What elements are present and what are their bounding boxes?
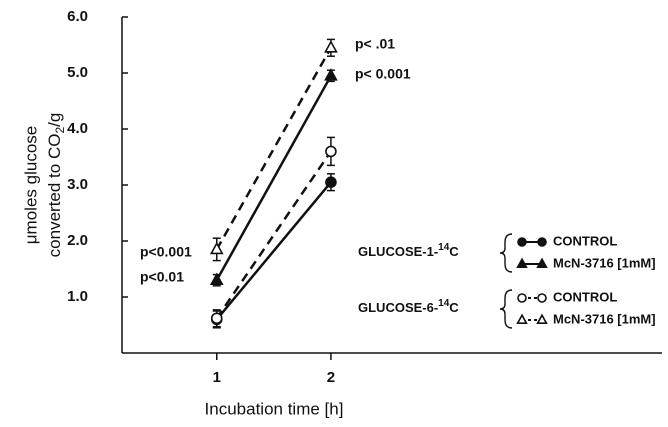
y-label-text: /g [45, 113, 64, 127]
legend-brace [499, 233, 513, 273]
data-point [324, 68, 338, 81]
data-point [209, 241, 224, 255]
y-tick-label: 3.0 [67, 176, 88, 193]
legend-group-label: GLUCOSE-1-14C [358, 242, 459, 260]
y-tick-label: 4.0 [67, 120, 88, 137]
legend-marker [517, 293, 527, 303]
y-axis-label-line: μmoles glucose [21, 126, 40, 244]
y-tick-label: 2.0 [67, 232, 88, 249]
series-line [215, 47, 333, 251]
y-tick-label: 6.0 [67, 8, 88, 25]
y-axis-label-line: converted to CO2/g [45, 113, 67, 258]
legend-marker [536, 313, 548, 325]
y-tick-label: 5.0 [67, 64, 88, 81]
x-tick-label: 2 [327, 369, 335, 386]
y-tick-label: 1.0 [67, 288, 88, 305]
data-point [325, 145, 337, 158]
y-label-text: converted to CO [45, 134, 64, 258]
legend-group-sup: 14 [438, 242, 450, 253]
legend-marker [536, 257, 548, 269]
legend-marker [537, 237, 547, 247]
y-label-sub: 2 [53, 127, 67, 134]
legend-label: CONTROL [553, 289, 617, 304]
data-point [209, 272, 224, 286]
legend-group-label: GLUCOSE-6-14C [358, 298, 459, 316]
legend-label: McN-3716 [1mM] [553, 311, 656, 326]
legend-brace [499, 289, 513, 329]
legend-marker [517, 237, 527, 247]
x-tick-label: 1 [213, 369, 221, 386]
legend-label: CONTROL [553, 233, 617, 248]
y-axis-label: μmoles glucose converted to CO2/g [21, 113, 67, 258]
legend-group-text: GLUCOSE-6- [358, 300, 438, 315]
x-axis-label: Incubation time [h] [205, 399, 344, 418]
legend-marker [516, 257, 528, 269]
legend-marker [516, 313, 528, 325]
annotation: p< 0.001 [355, 66, 411, 82]
legend-group-suffix: C [449, 300, 459, 315]
legend-marker [537, 293, 547, 303]
data-point [210, 312, 223, 325]
legend-label: McN-3716 [1mM] [553, 255, 656, 270]
data-point [324, 40, 338, 53]
legend-group-suffix: C [449, 244, 459, 259]
annotation: p<0.001 [140, 244, 192, 260]
data-point [325, 176, 337, 188]
legend-group-text: GLUCOSE-1- [358, 244, 438, 259]
annotation: p< .01 [355, 36, 395, 52]
series-line [215, 75, 333, 281]
series-line [215, 150, 332, 319]
series-line [215, 181, 332, 321]
annotation: p<0.01 [140, 269, 184, 285]
legend-group-sup: 14 [438, 298, 450, 309]
